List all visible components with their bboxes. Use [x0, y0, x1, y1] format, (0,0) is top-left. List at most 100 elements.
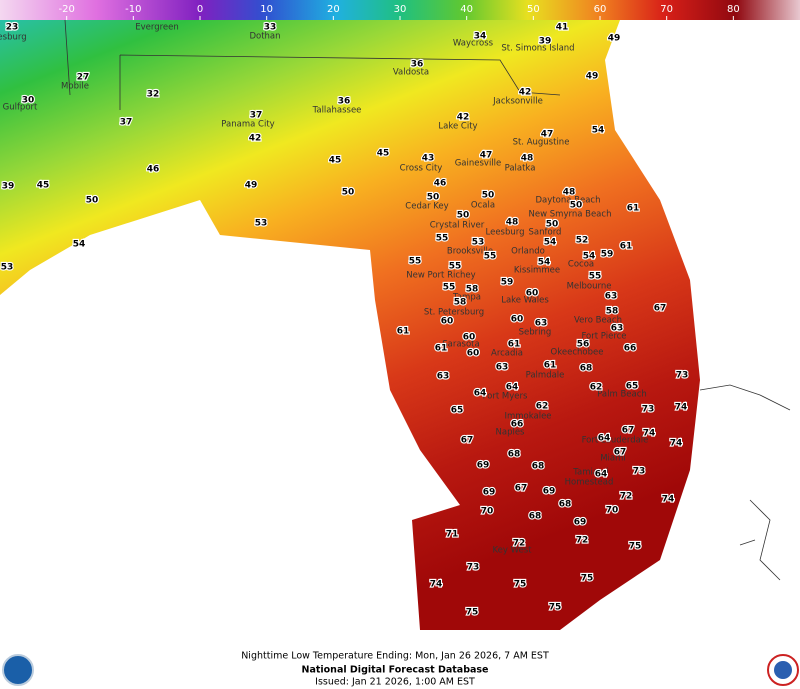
colorbar-tick-label: 30	[394, 4, 407, 15]
city-label: Orlando	[511, 247, 545, 257]
city-label: Key West	[492, 546, 532, 556]
temperature-label: 60	[511, 315, 524, 325]
temperature-label: 54	[592, 126, 605, 136]
city-label: Tampa	[452, 293, 481, 303]
colorbar-tick-label: 80	[727, 4, 740, 15]
temperature-label: 61	[435, 344, 448, 354]
temperature-label: 73	[467, 563, 480, 573]
temperature-label: 59	[501, 278, 514, 288]
city-label: Cocoa	[568, 260, 594, 270]
temperature-label: 74	[643, 429, 656, 439]
temperature-label: 64	[595, 470, 608, 480]
temperature-label: 63	[535, 319, 548, 329]
temperature-label: 67	[654, 304, 667, 314]
city-label: Gainesville	[455, 159, 502, 169]
temperature-label: 48	[521, 154, 534, 164]
city-label: Arcadia	[491, 349, 523, 359]
temperature-label: 60	[467, 349, 480, 359]
temperature-label: 27	[77, 73, 90, 83]
temperature-label: 54	[73, 240, 86, 250]
city-label: Evergreen	[135, 23, 179, 33]
city-label: Miami	[600, 454, 626, 464]
temperature-label: 49	[608, 34, 621, 44]
temperature-label: 68	[580, 364, 593, 374]
city-label: Immokalee	[504, 412, 551, 422]
colorbar-tick-label: -10	[125, 4, 141, 15]
nws-logo-inner	[774, 661, 792, 679]
temperature-label: 42	[457, 113, 470, 123]
temperature-label: 64	[506, 383, 519, 393]
forecast-field	[0, 20, 700, 630]
temperature-label: 73	[676, 371, 689, 381]
temperature-label: 50	[546, 220, 559, 230]
temperature-label: 69	[543, 487, 556, 497]
city-label: Gulfport	[3, 103, 38, 113]
temperature-label: 59	[601, 250, 614, 260]
city-label: Cedar Key	[405, 202, 448, 212]
city-label: Sarasota	[442, 340, 479, 350]
temperature-label: 73	[642, 405, 655, 415]
temperature-label: 50	[457, 211, 470, 221]
temperature-label: 67	[622, 426, 635, 436]
temperature-label: 75	[629, 542, 642, 552]
temperature-label: 62	[536, 402, 549, 412]
labels: esburg Evergreen Dothan Waycross St. Simons …	[0, 21, 689, 618]
temperature-label: 45	[329, 156, 342, 166]
temperature-label: 63	[437, 372, 450, 382]
city-label: Ocala	[471, 201, 495, 211]
city-label: Leesburg	[486, 228, 525, 238]
temperature-label: 41	[556, 23, 569, 33]
temperature-label: 30	[22, 96, 35, 106]
temperature-label: 48	[506, 218, 519, 228]
temperature-label: 55	[589, 272, 602, 282]
temperature-label: 53	[255, 219, 268, 229]
city-label: St. Augustine	[513, 138, 570, 148]
temperature-label: 63	[496, 363, 509, 373]
temperature-label: 23	[6, 23, 19, 33]
temperature-label: 58	[466, 285, 479, 295]
colorbar-tick-label: 70	[660, 4, 673, 15]
temperature-label: 37	[250, 111, 263, 121]
temperature-label: 34	[474, 32, 487, 42]
city-label: Melbourne	[567, 282, 612, 292]
city-label: Daytona Beach	[536, 196, 601, 206]
temperature-label: 49	[586, 72, 599, 82]
city-label: Lake Wales	[501, 296, 549, 306]
temperature-label: 71	[446, 530, 459, 540]
city-label: Naples	[496, 428, 526, 438]
temperature-label: 56	[577, 340, 590, 350]
city-label: Brooksville	[447, 247, 493, 257]
temperature-label: 50	[427, 193, 440, 203]
temperature-label: 73	[633, 467, 646, 477]
city-label: Dothan	[249, 32, 280, 42]
temperature-label: 45	[377, 149, 390, 159]
temperature-label: 70	[481, 507, 494, 517]
temperature-label: 58	[606, 307, 619, 317]
temperature-label: 65	[626, 382, 639, 392]
city-label: Fort Myers	[483, 392, 528, 402]
city-label: Tamiami	[572, 468, 609, 478]
colorbar-tick-label: -20	[58, 4, 74, 15]
temperature-label: 50	[86, 196, 99, 206]
city-label: Cross City	[400, 164, 443, 174]
temperature-label: 69	[483, 488, 496, 498]
temperature-label: 67	[515, 484, 528, 494]
colorbar	[0, 0, 800, 20]
temperature-label: 42	[519, 88, 532, 98]
temperature-label: 67	[461, 436, 474, 446]
temperature-label: 74	[662, 495, 675, 505]
temperature-label: 37	[120, 118, 133, 128]
temperature-label: 45	[37, 181, 50, 191]
temperature-label: 47	[541, 130, 554, 140]
city-label: Kissimmee	[514, 266, 560, 276]
temperature-label: 55	[436, 234, 449, 244]
temperature-label: 50	[570, 201, 583, 211]
temperature-label: 75	[549, 603, 562, 613]
temperature-label: 33	[264, 23, 277, 33]
temperature-label: 55	[443, 283, 456, 293]
city-label: Okeechobee	[551, 348, 604, 358]
noaa-logo	[2, 654, 34, 686]
city-label: Sanford	[529, 228, 562, 238]
colorbar-tick-label: 60	[594, 4, 607, 15]
